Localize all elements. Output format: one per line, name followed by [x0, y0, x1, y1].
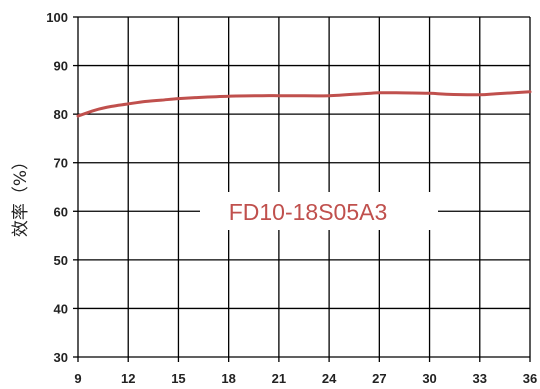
x-tick-label: 15: [171, 371, 185, 386]
y-tick-label: 80: [54, 107, 68, 122]
annotation-group: FD10-18S05A3: [200, 192, 438, 230]
y-axis-label: 效率（%）: [11, 153, 31, 237]
model-annotation: FD10-18S05A3: [229, 199, 388, 225]
y-tick-label: 100: [46, 10, 68, 25]
y-tick-label: 60: [54, 204, 68, 219]
x-tick-labels: 9 12 15 18 21 24 27 30 33 36: [74, 371, 537, 386]
x-tick-label: 9: [74, 371, 81, 386]
x-tick-label: 36: [523, 371, 537, 386]
efficiency-series-line: [76, 90, 532, 118]
series: [76, 90, 532, 118]
y-tick-label: 40: [54, 301, 68, 316]
x-tick-label: 24: [322, 371, 337, 386]
y-tick-label: 90: [54, 59, 68, 74]
y-tick-label: 30: [54, 350, 68, 365]
grid: [73, 16, 531, 362]
annotation-background: [200, 192, 438, 230]
y-tick-labels: 30 40 50 60 70 80 90 100: [46, 10, 68, 365]
x-tick-label: 18: [221, 371, 235, 386]
x-tick-label: 30: [422, 371, 436, 386]
y-tick-label: 70: [54, 156, 68, 171]
x-tick-label: 21: [272, 371, 286, 386]
x-tick-label: 33: [473, 371, 487, 386]
x-tick-label: 12: [121, 371, 135, 386]
y-tick-label: 50: [54, 253, 68, 268]
x-tick-label: 27: [372, 371, 386, 386]
